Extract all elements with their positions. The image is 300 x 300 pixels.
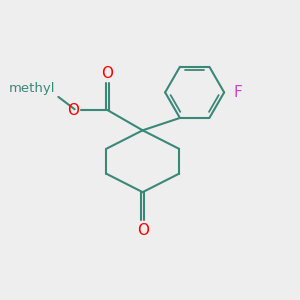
Text: O: O	[137, 223, 149, 238]
Text: O: O	[101, 66, 113, 81]
Text: methyl: methyl	[9, 82, 56, 94]
Text: O: O	[67, 103, 79, 118]
Text: F: F	[233, 85, 242, 100]
